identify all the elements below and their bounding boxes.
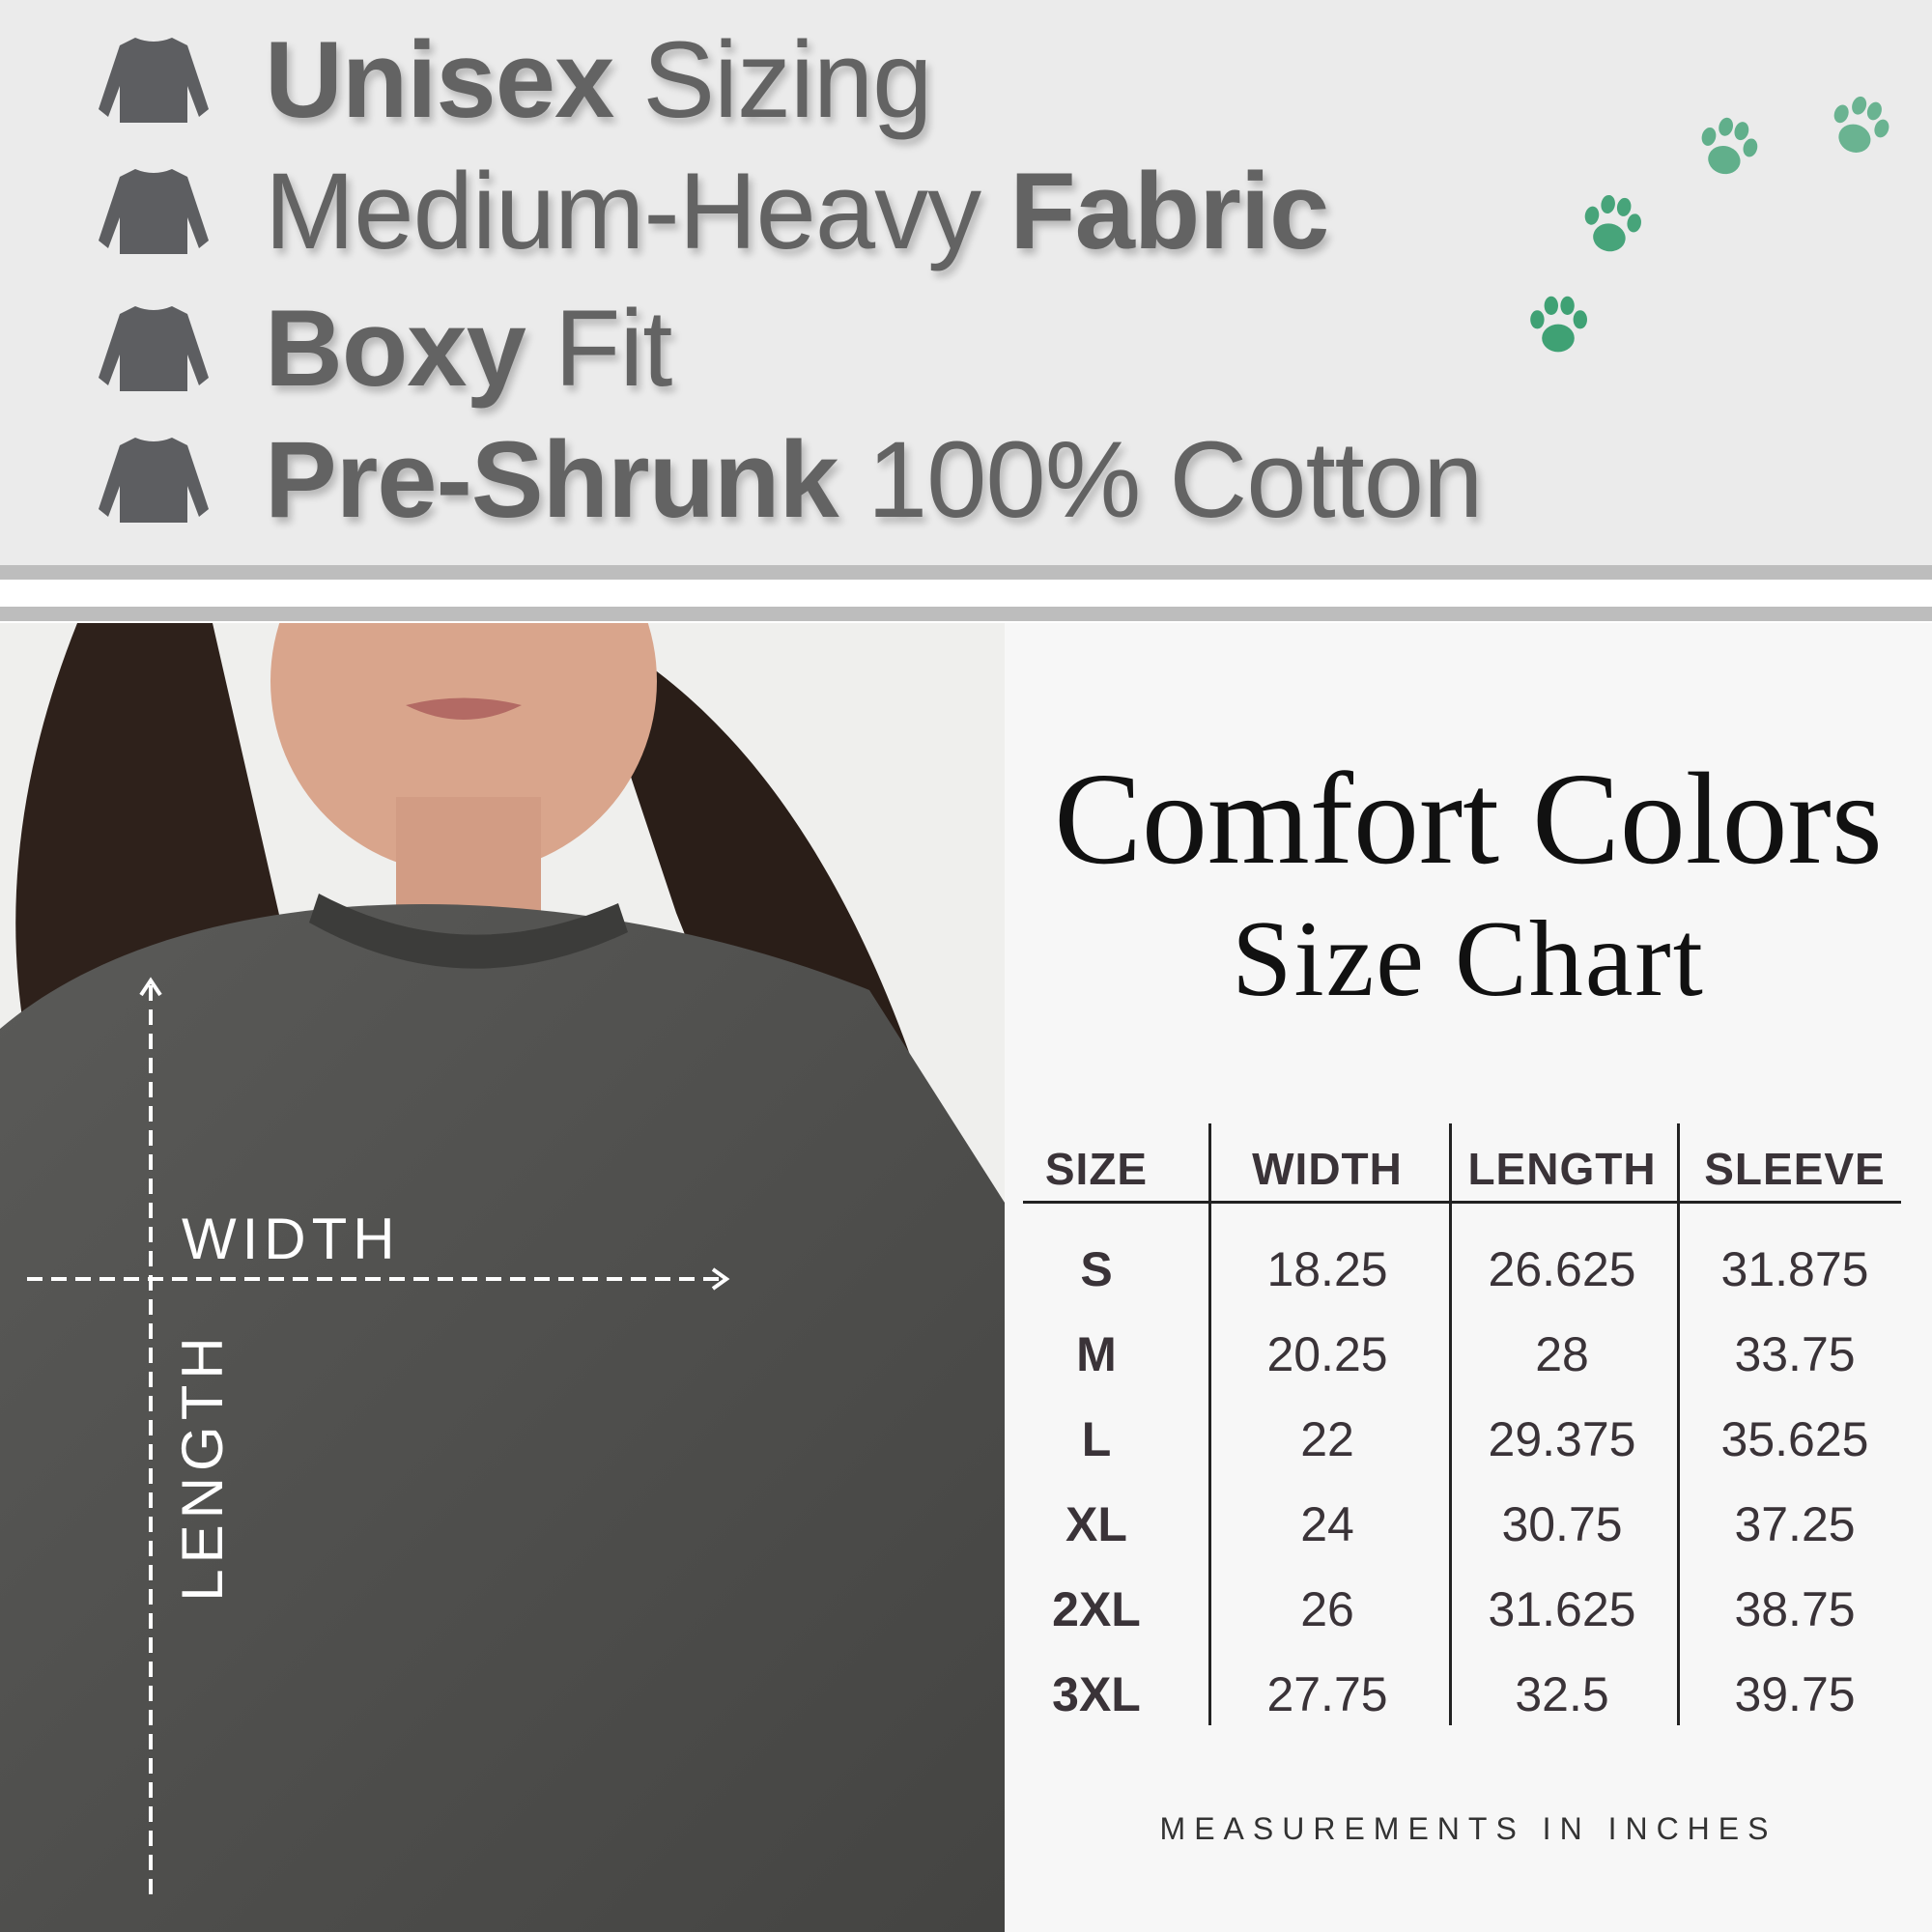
measurement-cell: 37.25 bbox=[1734, 1497, 1856, 1551]
divider bbox=[0, 565, 1932, 580]
size-cell: M bbox=[1076, 1327, 1117, 1381]
size-chart-panel: Comfort Colors Size Chart SIZE WIDTH LENGT… bbox=[1005, 623, 1932, 1932]
width-label: WIDTH bbox=[182, 1207, 401, 1271]
size-cell: L bbox=[1081, 1412, 1112, 1466]
measurement-cell: 39.75 bbox=[1734, 1667, 1856, 1721]
column-header: SLEEVE bbox=[1704, 1144, 1886, 1194]
measurement-cell: 33.75 bbox=[1734, 1327, 1856, 1381]
sweatshirt-icon bbox=[99, 169, 209, 254]
measurement-cell: 32.5 bbox=[1515, 1667, 1609, 1721]
size-cell: 3XL bbox=[1052, 1667, 1141, 1721]
measurement-cell: 18.25 bbox=[1266, 1242, 1388, 1296]
column-header: WIDTH bbox=[1252, 1144, 1403, 1194]
paw-print-icon bbox=[1584, 194, 1641, 252]
sweatshirt-icon bbox=[99, 306, 209, 391]
size-cell: XL bbox=[1065, 1497, 1127, 1551]
column-header: SIZE bbox=[1044, 1144, 1149, 1194]
sweatshirt-icon bbox=[99, 438, 209, 523]
units-note: MEASUREMENTS IN INCHES bbox=[1159, 1811, 1777, 1846]
measurement-cell: 29.375 bbox=[1488, 1412, 1636, 1466]
measure-lines bbox=[27, 977, 730, 1903]
feature-light: 100% Cotton bbox=[838, 419, 1484, 541]
chart-title: Size Chart bbox=[1232, 899, 1705, 1019]
header-rule bbox=[1023, 1201, 1901, 1204]
measurement-cell: 27.75 bbox=[1266, 1667, 1388, 1721]
feature-item: Medium-Heavy Fabric bbox=[97, 149, 1329, 274]
measurement-cell: 28 bbox=[1535, 1327, 1589, 1381]
feature-text: Boxy Fit bbox=[265, 288, 672, 410]
sweatshirt-icon bbox=[99, 38, 209, 123]
feature-text: Pre-Shrunk 100% Cotton bbox=[265, 419, 1484, 541]
measurement-cell: 38.75 bbox=[1734, 1582, 1856, 1636]
measurement-cell: 26.625 bbox=[1488, 1242, 1636, 1296]
features-panel bbox=[0, 0, 1932, 565]
measurement-cell: 24 bbox=[1300, 1497, 1354, 1551]
size-cell: 2XL bbox=[1052, 1582, 1141, 1636]
column-divider bbox=[1677, 1123, 1680, 1725]
feature-item: Unisex Sizing bbox=[97, 17, 932, 143]
measurement-cell: 31.875 bbox=[1720, 1242, 1869, 1296]
measurement-cell: 31.625 bbox=[1488, 1582, 1636, 1636]
measurement-cell: 22 bbox=[1300, 1412, 1354, 1466]
feature-bold: Boxy bbox=[265, 288, 526, 410]
paw-print-icon bbox=[1530, 296, 1587, 353]
feature-light: Fit bbox=[525, 288, 672, 410]
feature-item: Pre-Shrunk 100% Cotton bbox=[97, 417, 1484, 543]
feature-bold: Fabric bbox=[1009, 151, 1329, 272]
feature-bold: Pre-Shrunk bbox=[265, 419, 839, 541]
column-divider bbox=[1449, 1123, 1452, 1725]
size-cell: S bbox=[1080, 1242, 1113, 1296]
measurement-cell: 20.25 bbox=[1266, 1327, 1388, 1381]
sweatshirt-photo bbox=[0, 623, 1005, 1932]
column-divider bbox=[1208, 1123, 1211, 1725]
length-label: LENGTH bbox=[170, 1331, 235, 1602]
feature-text: Medium-Heavy Fabric bbox=[265, 151, 1329, 272]
feature-light: Medium-Heavy bbox=[265, 151, 1010, 272]
column-header: LENGTH bbox=[1467, 1144, 1657, 1194]
brand-title: Comfort Colors bbox=[1054, 747, 1883, 892]
feature-bold: Unisex bbox=[265, 19, 614, 141]
measurement-cell: 35.625 bbox=[1720, 1412, 1869, 1466]
measurement-cell: 26 bbox=[1300, 1582, 1354, 1636]
feature-light: Sizing bbox=[613, 19, 932, 141]
paw-print-icon bbox=[1833, 96, 1889, 153]
model-photo: WIDTH LENGTH bbox=[0, 623, 1005, 1932]
divider bbox=[0, 607, 1932, 621]
feature-item: Boxy Fit bbox=[97, 286, 672, 412]
feature-text: Unisex Sizing bbox=[265, 19, 932, 141]
measurement-cell: 30.75 bbox=[1501, 1497, 1623, 1551]
paw-print-icon bbox=[1701, 117, 1758, 175]
